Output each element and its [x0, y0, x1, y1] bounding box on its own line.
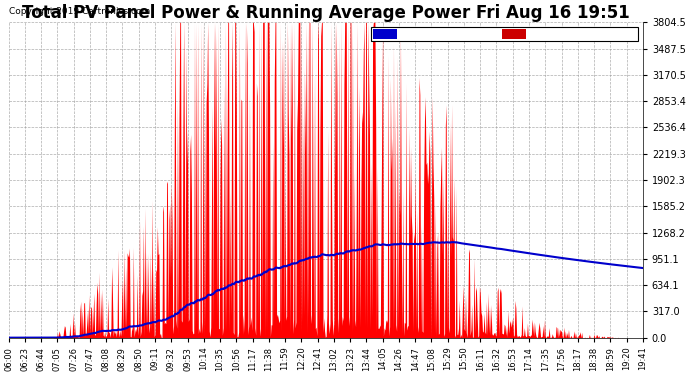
Text: Copyright 2019 Cartronics.com: Copyright 2019 Cartronics.com: [9, 7, 150, 16]
Legend: Average  (DC Watts), PV Panels  (DC Watts): Average (DC Watts), PV Panels (DC Watts): [371, 27, 638, 41]
Title: Total PV Panel Power & Running Average Power Fri Aug 16 19:51: Total PV Panel Power & Running Average P…: [22, 4, 629, 22]
